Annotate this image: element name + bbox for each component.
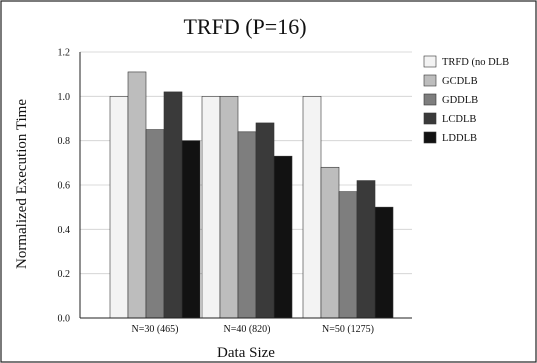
bar xyxy=(302,96,322,319)
bar xyxy=(356,180,376,319)
legend-label: LCDLB xyxy=(442,114,476,125)
bar xyxy=(163,91,183,319)
y-tick-label: 0.0 xyxy=(58,314,71,325)
x-axis-label: Data Size xyxy=(217,345,275,361)
legend-swatch xyxy=(423,55,437,68)
bars xyxy=(109,71,394,319)
legend-label: TRFD (no DLB xyxy=(442,57,509,68)
legend-swatch xyxy=(423,93,437,106)
bar xyxy=(145,129,165,319)
legend-label: GDDLB xyxy=(442,95,478,106)
y-tick-label: 1.0 xyxy=(58,92,71,103)
y-tick-label: 0.6 xyxy=(58,181,71,192)
y-axis-ticks: 0.0 0.2 0.4 0.6 0.8 1.0 1.2 xyxy=(58,48,71,325)
bar xyxy=(237,131,257,319)
bar xyxy=(273,155,293,319)
bar xyxy=(374,206,394,319)
legend-label: LDDLB xyxy=(442,133,477,144)
bar xyxy=(255,122,275,319)
legend-swatch xyxy=(423,74,437,87)
x-category-label: N=40 (820) xyxy=(223,324,270,335)
y-tick-label: 0.2 xyxy=(58,269,71,280)
x-category-label: N=30 (465) xyxy=(131,324,178,335)
bar xyxy=(127,71,147,319)
bar xyxy=(201,96,221,319)
y-tick-label: 0.4 xyxy=(58,225,71,236)
legend-swatch xyxy=(423,112,437,125)
x-category-label: N=50 (1275) xyxy=(322,324,374,335)
chart-title: TRFD (P=16) xyxy=(183,14,306,39)
bar xyxy=(320,166,340,319)
y-tick-label: 1.2 xyxy=(58,48,71,59)
bar xyxy=(181,140,201,319)
bar xyxy=(219,96,239,319)
y-axis-label: Normalized Execution Time xyxy=(14,99,30,269)
bar xyxy=(109,96,129,319)
y-tick-label: 0.8 xyxy=(58,136,71,147)
x-axis-categories: N=30 (465) N=40 (820) N=50 (1275) xyxy=(131,324,374,335)
legend: TRFD (no DLB GCDLB GDDLB LCDLB LDDLB xyxy=(423,55,509,144)
legend-swatch xyxy=(423,131,437,144)
bar xyxy=(338,191,358,319)
legend-label: GCDLB xyxy=(442,76,478,87)
